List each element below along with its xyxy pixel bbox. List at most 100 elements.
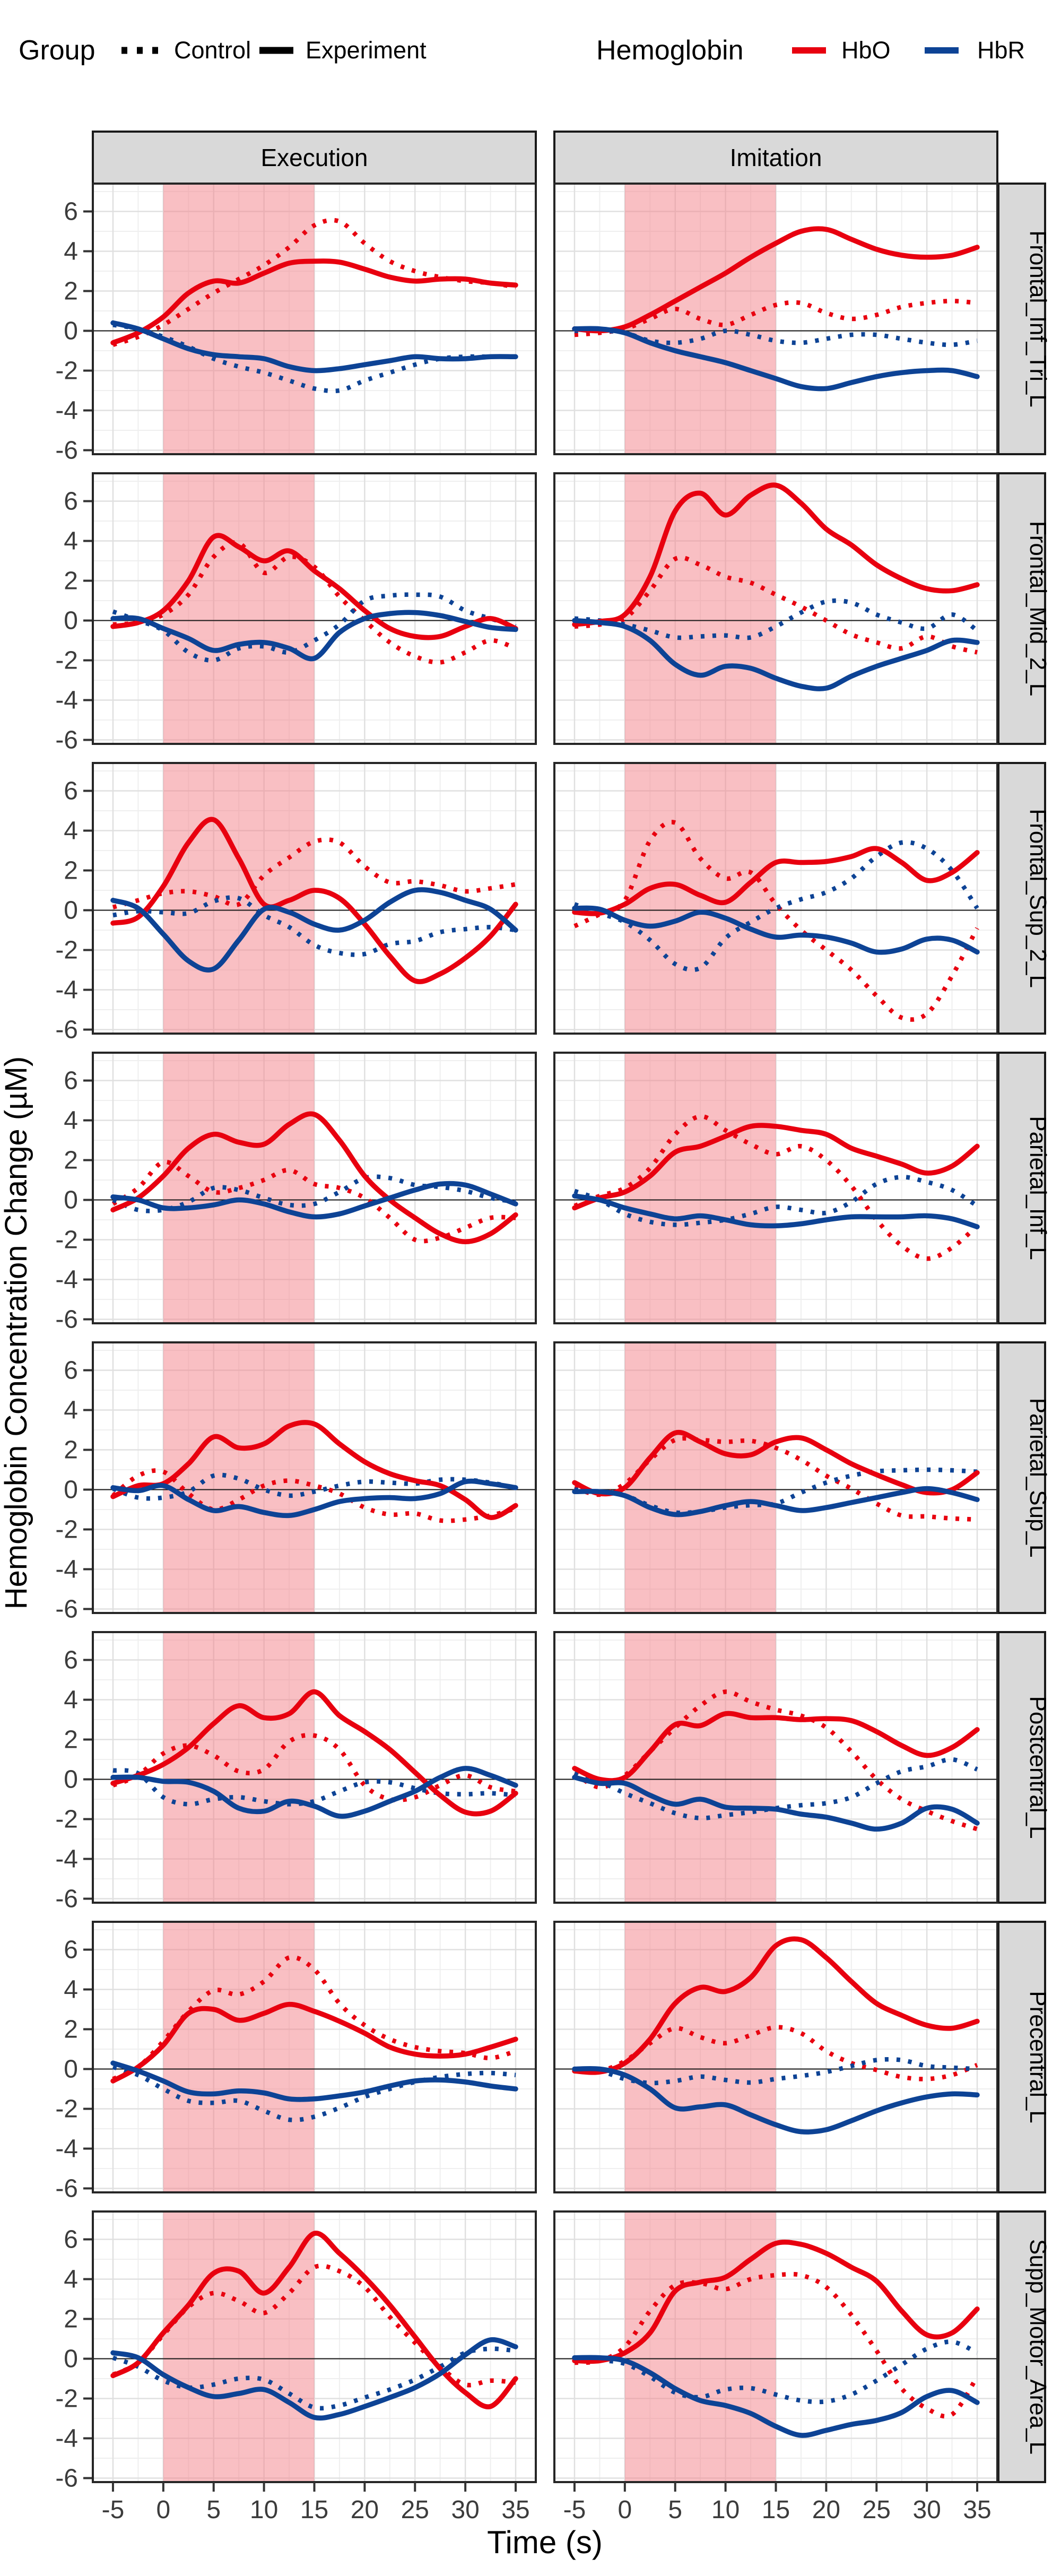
panel-execution-postcentral_l <box>92 1631 537 1904</box>
svg-text:Frontal_Mid_2_L: Frontal_Mid_2_L <box>1025 521 1051 696</box>
curve-imitation-precentral_l-control-hbo <box>574 2025 978 2081</box>
legend-hbr-label: HbR <box>977 37 1025 64</box>
legend-group-title: Group <box>19 35 95 66</box>
svg-text:-4: -4 <box>55 397 78 425</box>
curve-imitation-frontal_mid_2_l-experiment-hbr <box>572 618 980 691</box>
svg-text:-5: -5 <box>102 2496 125 2524</box>
svg-text:Postcentral_L: Postcentral_L <box>1025 1696 1051 1838</box>
svg-text:35: 35 <box>963 2496 991 2524</box>
panel-imitation-frontal_sup_2_l <box>553 762 998 1035</box>
svg-text:-2: -2 <box>55 1516 78 1544</box>
svg-text:Frontal_Sup_2_L: Frontal_Sup_2_L <box>1025 809 1051 988</box>
y-axis-ticks-row-8: -6 -4 -2 0 2 4 6 <box>55 2226 93 2493</box>
panel-execution-frontal_sup_2_l <box>92 762 537 1035</box>
svg-text:5: 5 <box>668 2496 682 2524</box>
svg-text:Parietal_Inf_L: Parietal_Inf_L <box>1025 1116 1051 1260</box>
facet-row-strip-supp_motor_area_l: Supp_Motor_Area_L <box>997 2210 1051 2483</box>
svg-text:Imitation: Imitation <box>730 144 822 171</box>
stimulus-window <box>163 184 315 454</box>
svg-text:4: 4 <box>64 1686 78 1714</box>
panel-execution-precentral_l <box>92 1921 537 2193</box>
svg-text:-2: -2 <box>55 1806 78 1834</box>
curve-execution-postcentral_l-experiment-hbo <box>110 1689 518 1817</box>
x-axis-title: Time (s) <box>487 2525 603 2560</box>
svg-text:4: 4 <box>64 817 78 845</box>
svg-text:-2: -2 <box>55 2385 78 2413</box>
svg-text:0: 0 <box>64 1476 78 1504</box>
svg-text:2: 2 <box>64 2016 78 2044</box>
svg-text:-4: -4 <box>55 1266 78 1294</box>
hbr-color-icon <box>923 46 960 55</box>
curve-imitation-frontal_inf_tri_l-control-hbr <box>574 328 978 348</box>
facet-column-strip-execution: Execution <box>92 131 537 185</box>
svg-text:2: 2 <box>64 567 78 595</box>
y-axis-ticks-row-6: -6 -4 -2 0 2 4 6 <box>55 1646 93 1913</box>
svg-text:Supp_Motor_Area_L: Supp_Motor_Area_L <box>1025 2239 1051 2454</box>
svg-text:6: 6 <box>64 1357 78 1385</box>
legend: Group Control Experiment Hemoglobin HbO … <box>0 28 1061 73</box>
curve-imitation-parietal_sup_l-control-hbo <box>573 1436 978 1522</box>
stimulus-window <box>163 1632 315 1903</box>
svg-text:-6: -6 <box>55 437 78 465</box>
curve-execution-precentral_l-experiment-hbo <box>110 2001 518 2084</box>
stimulus-window <box>163 1342 315 1613</box>
panel-imitation-parietal_inf_l <box>553 1052 998 1324</box>
svg-text:2: 2 <box>64 1436 78 1464</box>
stimulus-window <box>163 1922 315 2192</box>
facet-row-strip-parietal_inf_l: Parietal_Inf_L <box>997 1052 1051 1324</box>
svg-text:4: 4 <box>64 1976 78 2004</box>
svg-text:2: 2 <box>64 857 78 885</box>
stimulus-window <box>624 763 776 1034</box>
curve-execution-frontal_sup_2_l-experiment-hbr <box>110 887 518 973</box>
svg-text:6: 6 <box>64 198 78 226</box>
svg-text:-6: -6 <box>55 726 78 754</box>
curve-execution-parietal_sup_l-experiment-hbr <box>110 1478 518 1519</box>
x-axis-ticks-execution: -5 0 5 10 15 20 25 30 35 <box>102 2482 530 2524</box>
curve-execution-supp_motor_area_l-experiment-hbo <box>110 2231 518 2409</box>
curve-imitation-precentral_l-experiment-hbr <box>572 2066 980 2135</box>
svg-text:2: 2 <box>64 1726 78 1754</box>
svg-text:0: 0 <box>618 2496 632 2524</box>
control-linetype-icon <box>120 46 160 55</box>
facet-column-strip-imitation: Imitation <box>553 131 998 185</box>
svg-text:-6: -6 <box>55 1016 78 1044</box>
hbo-color-icon <box>790 46 828 55</box>
svg-text:Frontal_Inf_Tri_L: Frontal_Inf_Tri_L <box>1025 230 1051 407</box>
facet-row-strip-frontal_inf_tri_l: Frontal_Inf_Tri_L <box>997 183 1051 455</box>
svg-text:30: 30 <box>451 2496 479 2524</box>
curve-execution-postcentral_l-control-hbr <box>112 1768 516 1807</box>
curve-imitation-frontal_inf_tri_l-experiment-hbr <box>572 326 980 392</box>
svg-text:4: 4 <box>64 1107 78 1135</box>
svg-text:6: 6 <box>64 2226 78 2254</box>
curve-imitation-frontal_sup_2_l-experiment-hbo <box>572 846 980 916</box>
curve-imitation-frontal_sup_2_l-experiment-hbr <box>572 905 980 955</box>
svg-text:Parietal_Sup_L: Parietal_Sup_L <box>1025 1398 1051 1558</box>
svg-text:30: 30 <box>912 2496 941 2524</box>
svg-text:-6: -6 <box>55 1885 78 1913</box>
stimulus-window <box>624 2211 776 2482</box>
svg-text:6: 6 <box>64 488 78 516</box>
legend-control-label: Control <box>174 37 251 64</box>
curve-execution-frontal_inf_tri_l-experiment-hbr <box>110 320 518 374</box>
svg-text:20: 20 <box>351 2496 379 2524</box>
curve-execution-parietal_inf_l-experiment-hbr <box>110 1181 518 1220</box>
svg-text:0: 0 <box>64 607 78 635</box>
svg-text:6: 6 <box>64 777 78 805</box>
svg-text:-6: -6 <box>55 2465 78 2493</box>
curve-imitation-postcentral_l-experiment-hbr <box>572 1775 980 1832</box>
svg-text:0: 0 <box>64 317 78 345</box>
curve-execution-frontal_mid_2_l-experiment-hbr <box>110 610 518 662</box>
curve-imitation-frontal_sup_2_l-control-hbr <box>573 840 979 973</box>
svg-text:20: 20 <box>812 2496 840 2524</box>
y-axis-ticks-row-1: -6 -4 -2 0 2 4 6 <box>55 198 93 465</box>
curve-execution-parietal_inf_l-control-hbo <box>111 1159 516 1244</box>
svg-text:-4: -4 <box>55 687 78 715</box>
svg-text:2: 2 <box>64 2305 78 2334</box>
svg-text:Precentral_L: Precentral_L <box>1025 1991 1051 2123</box>
curve-execution-parietal_inf_l-experiment-hbo <box>110 1111 518 1245</box>
curve-imitation-parietal_inf_l-experiment-hbo <box>572 1123 980 1211</box>
svg-text:-2: -2 <box>55 936 78 965</box>
svg-text:4: 4 <box>64 527 78 556</box>
curve-imitation-postcentral_l-experiment-hbo <box>572 1711 980 1783</box>
